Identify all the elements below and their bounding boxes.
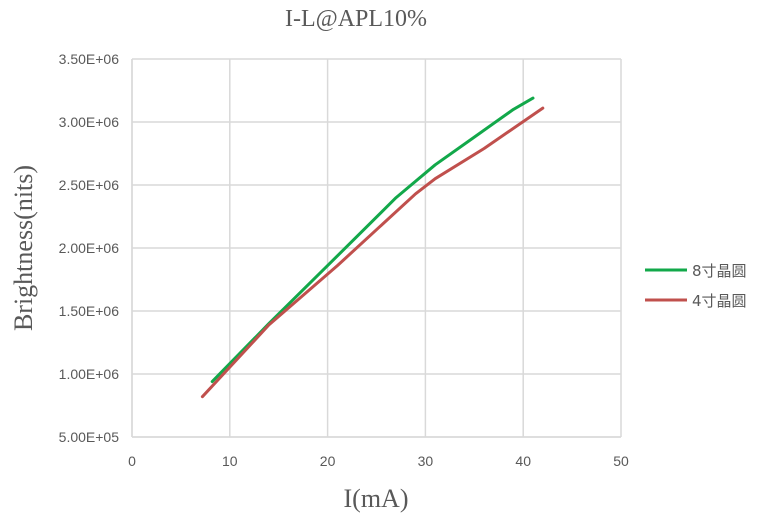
x-tick-label: 50 (613, 453, 629, 469)
legend: 8寸晶圆 4寸晶圆 (645, 262, 747, 310)
y-tick-label: 1.50E+06 (59, 303, 120, 319)
y-axis-title: Brightness(nits) (9, 165, 38, 331)
y-tick-label: 2.50E+06 (59, 177, 120, 193)
grid-lines (131, 58, 622, 438)
y-tick-label: 3.50E+06 (59, 51, 120, 67)
x-tick-label: 40 (515, 453, 531, 469)
legend-label: 8寸晶圆 (692, 262, 747, 280)
axes (131, 59, 621, 438)
x-tick-label: 10 (222, 453, 238, 469)
y-tick-label: 5.00E+05 (59, 429, 120, 445)
tick-labels: 5.00E+05 1.00E+06 1.50E+06 2.00E+06 2.50E+06… (59, 51, 629, 469)
chart-title: I-L@APL10% (285, 6, 427, 32)
x-tick-label: 0 (128, 453, 136, 469)
x-axis-title: I(mA) (344, 484, 409, 513)
series-line (210, 96, 535, 384)
x-tick-label: 30 (418, 453, 434, 469)
y-tick-label: 1.00E+06 (59, 366, 120, 382)
y-tick-label: 3.00E+06 (59, 114, 120, 130)
legend-label: 4寸晶圆 (692, 292, 747, 310)
series-lines (200, 96, 545, 399)
series-line (200, 106, 545, 399)
x-tick-label: 20 (320, 453, 336, 469)
y-tick-label: 2.00E+06 (59, 240, 120, 256)
